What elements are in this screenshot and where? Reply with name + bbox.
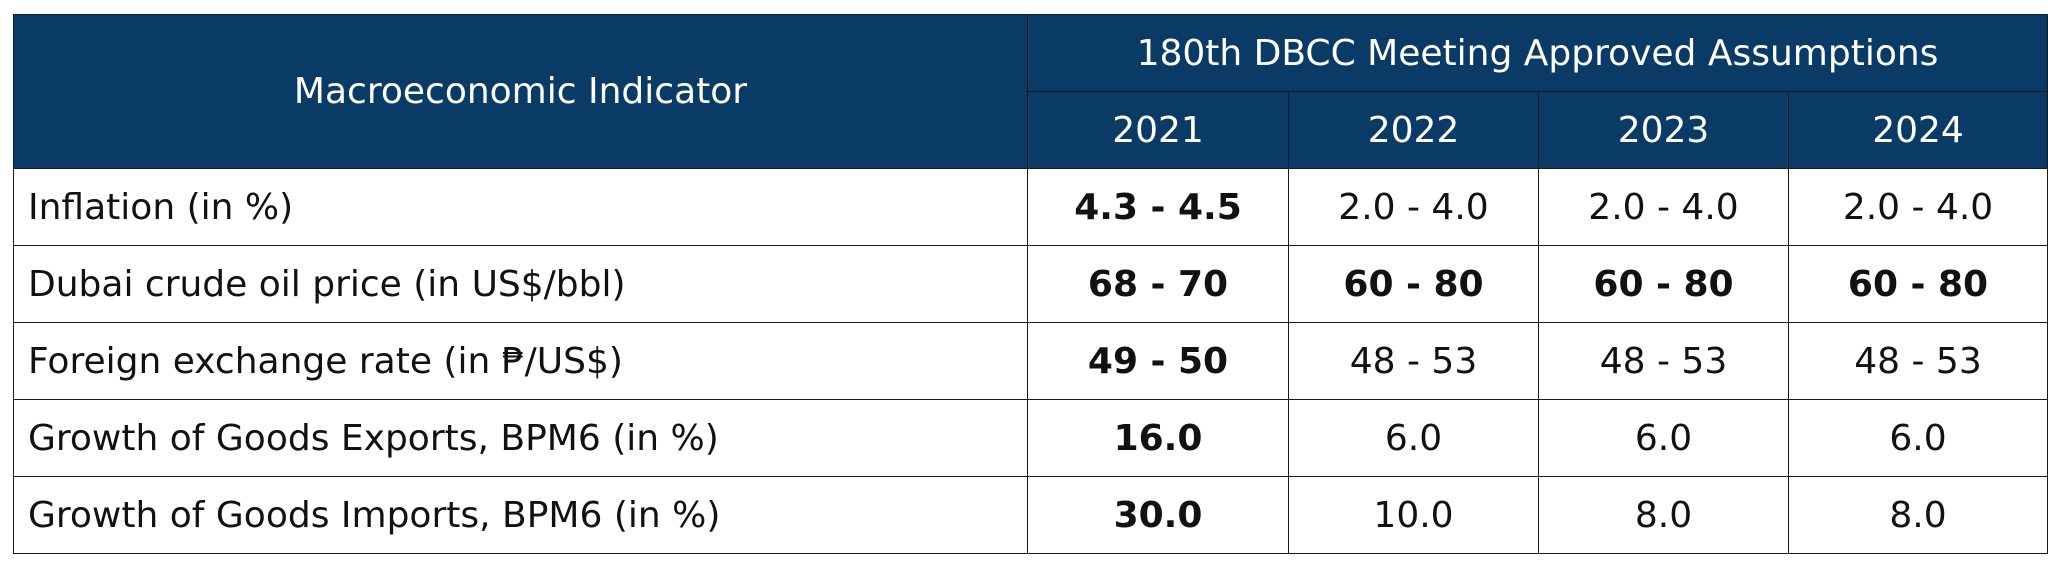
cell-2023: 6.0 [1538,399,1789,477]
year-header-2024: 2024 [1787,91,2048,169]
table-row-inflation: Inflation (in %) 4.3 - 4.5 2.0 - 4.0 2.0… [13,168,2048,246]
table-row-forex: Foreign exchange rate (in ₱/US$) 49 - 50… [13,322,2048,400]
cell-2021: 30.0 [1027,476,1289,554]
cell-2023: 60 - 80 [1538,245,1789,323]
table-row-dubai-crude: Dubai crude oil price (in US$/bbl) 68 - … [13,245,2048,323]
indicator-column-header: Macroeconomic Indicator [13,14,1028,169]
row-label: Growth of Goods Imports, BPM6 (in %) [13,476,1028,554]
cell-2021: 16.0 [1027,399,1289,477]
row-label: Inflation (in %) [13,168,1028,246]
year-header-2021: 2021 [1027,91,1289,169]
header-row-years: 2021 2022 2023 2024 [14,91,2048,169]
header-row-group: Macroeconomic Indicator 180th DBCC Meeti… [13,14,2048,169]
cell-2024: 2.0 - 4.0 [1787,168,2048,246]
cell-2024: 48 - 53 [1787,322,2048,400]
cell-2022: 2.0 - 4.0 [1288,168,1539,246]
year-header-2022: 2022 [1288,91,1539,169]
table-row-goods-exports: Growth of Goods Exports, BPM6 (in %) 16.… [13,399,2048,477]
macroeconomic-assumptions-table: Macroeconomic Indicator 180th DBCC Meeti… [13,14,2048,554]
cell-2022: 48 - 53 [1288,322,1539,400]
cell-2022: 6.0 [1288,399,1539,477]
cell-2024: 8.0 [1787,476,2048,554]
assumptions-table-container: Macroeconomic Indicator 180th DBCC Meeti… [13,14,2048,554]
cell-2023: 8.0 [1538,476,1789,554]
cell-2021: 49 - 50 [1027,322,1289,400]
cell-2022: 60 - 80 [1288,245,1539,323]
row-label: Dubai crude oil price (in US$/bbl) [13,245,1028,323]
cell-2023: 2.0 - 4.0 [1538,168,1789,246]
row-label: Foreign exchange rate (in ₱/US$) [13,322,1028,400]
cell-2024: 6.0 [1787,399,2048,477]
table-row-goods-imports: Growth of Goods Imports, BPM6 (in %) 30.… [13,476,2048,554]
cell-2021: 68 - 70 [1027,245,1289,323]
cell-2022: 10.0 [1288,476,1539,554]
assumptions-group-header: 180th DBCC Meeting Approved Assumptions [1026,14,2048,92]
row-label: Growth of Goods Exports, BPM6 (in %) [13,399,1028,477]
cell-2024: 60 - 80 [1787,245,2048,323]
cell-2023: 48 - 53 [1538,322,1789,400]
cell-2021: 4.3 - 4.5 [1027,168,1289,246]
year-header-2023: 2023 [1538,91,1789,169]
